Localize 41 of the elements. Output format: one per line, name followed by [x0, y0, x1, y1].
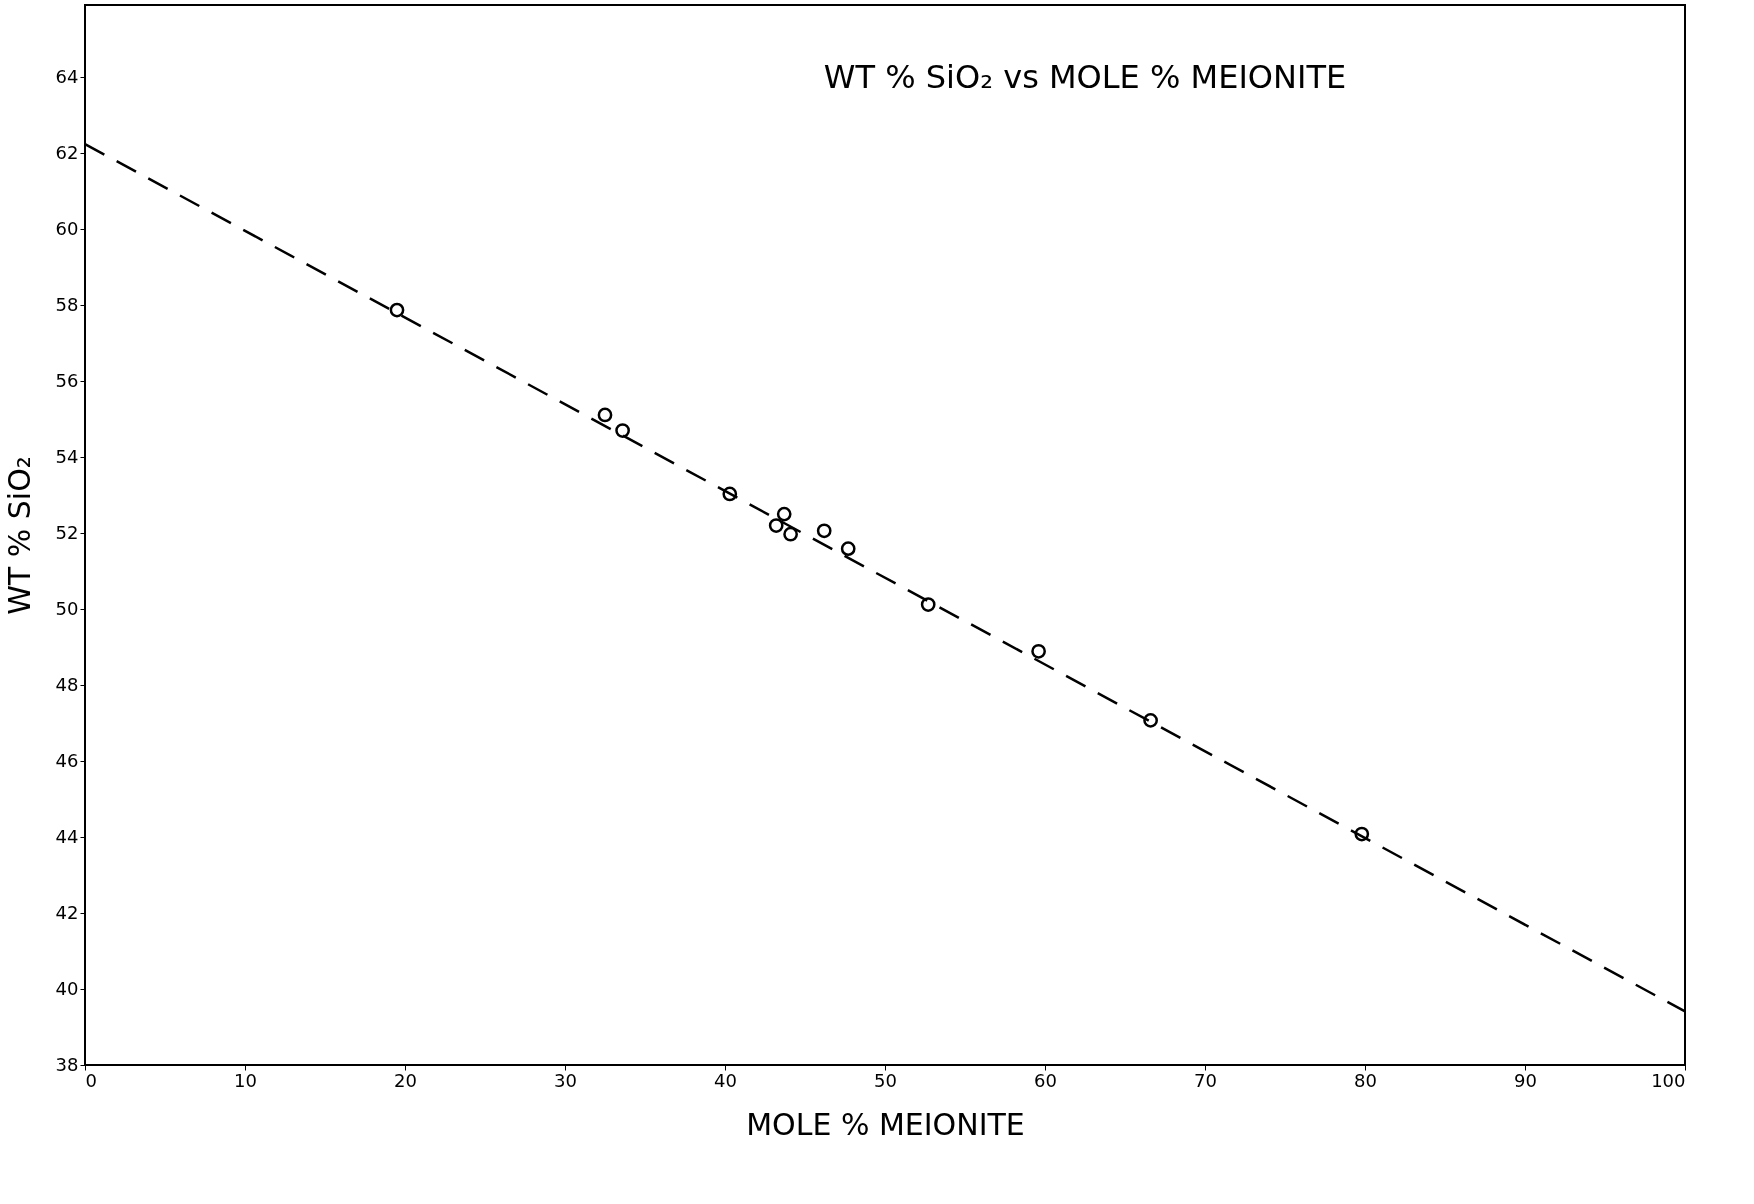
point	[776, 506, 792, 522]
y-axis-title: WT % SiO₂	[1, 456, 37, 615]
point	[920, 597, 936, 612]
y-tick-label: 58	[55, 293, 79, 315]
point	[389, 302, 405, 318]
x-tick-label: 70	[1194, 1069, 1217, 1091]
point	[816, 523, 832, 539]
y-tick-label: 50	[55, 597, 79, 619]
y-tick-label: 46	[55, 749, 79, 771]
y-tick-label: 42	[55, 901, 79, 923]
x-tick-label: 30	[554, 1069, 577, 1091]
x-tick-label: 50	[874, 1069, 897, 1091]
y-tick-label: 52	[55, 521, 79, 543]
y-tick-label: 48	[55, 673, 79, 695]
x-tick-label: 90	[1514, 1069, 1537, 1091]
point	[597, 407, 613, 423]
point	[1031, 643, 1046, 659]
point	[615, 423, 630, 438]
y-tick-label: 40	[55, 977, 79, 999]
y-tick-label: 64	[55, 65, 79, 87]
x-tick-label: 60	[1034, 1069, 1057, 1091]
point	[840, 541, 856, 557]
y-tick-label: 38	[55, 1053, 79, 1075]
point	[1354, 826, 1370, 842]
y-tick-label: 56	[55, 369, 79, 391]
y-tick-label: 60	[55, 217, 79, 239]
x-tick-label: 10	[234, 1069, 257, 1091]
x-tick-label: 20	[394, 1069, 417, 1091]
x-tick-label: 80	[1354, 1069, 1377, 1091]
x-tick-label: 100	[1651, 1069, 1686, 1091]
x-tick-label: 0	[85, 1069, 97, 1091]
y-tick-label: 54	[55, 445, 79, 467]
y-tick-label: 62	[55, 141, 79, 163]
y-tick-label: 44	[55, 825, 79, 847]
x-axis-title: MOLE % MEIONITE	[746, 1106, 1025, 1142]
x-tick-label: 40	[714, 1069, 737, 1091]
point	[722, 486, 738, 502]
text: WT % SiO₂ vs MOLE % MEIONITE	[823, 58, 1347, 96]
point	[1143, 713, 1158, 728]
point	[783, 526, 798, 542]
point	[768, 518, 784, 533]
